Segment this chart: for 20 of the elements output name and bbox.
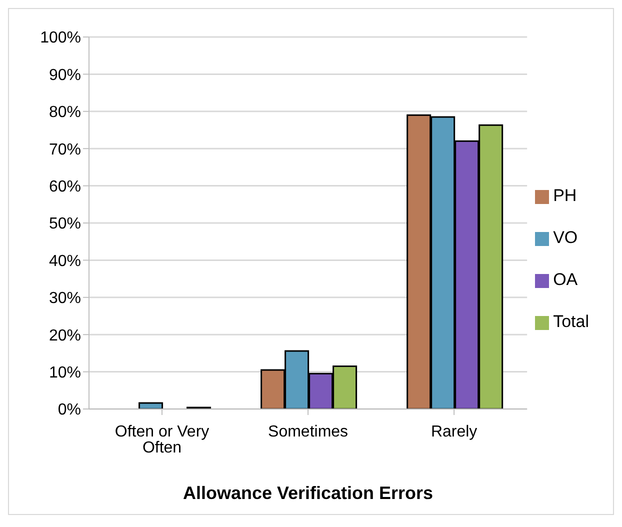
y-tick-label: 50% bbox=[48, 216, 81, 233]
y-tick-label: 100% bbox=[40, 30, 81, 47]
legend-label: VO bbox=[553, 228, 578, 247]
y-tick-label: 10% bbox=[48, 364, 81, 382]
legend-label: Total bbox=[553, 312, 589, 331]
bar bbox=[138, 402, 164, 409]
y-tick-label: 90% bbox=[48, 66, 81, 84]
x-tick-label: Often or Very Often bbox=[114, 423, 210, 456]
legend-label: OA bbox=[553, 270, 578, 289]
x-tick-label: Rarely bbox=[430, 423, 478, 440]
x-tick-label: Sometimes bbox=[268, 423, 348, 440]
legend-label: PH bbox=[553, 186, 577, 205]
y-tick-label: 60% bbox=[48, 178, 81, 196]
y-tick-label: 80% bbox=[48, 104, 81, 122]
y-tick-label: 70% bbox=[48, 141, 81, 158]
x-axis-title: Allowance Verification Errors bbox=[182, 483, 434, 503]
y-tick-label: 30% bbox=[48, 290, 81, 308]
y-tick-label: 40% bbox=[48, 252, 81, 270]
y-tick-label: 20% bbox=[48, 327, 81, 344]
y-tick-label: 0% bbox=[58, 402, 81, 419]
